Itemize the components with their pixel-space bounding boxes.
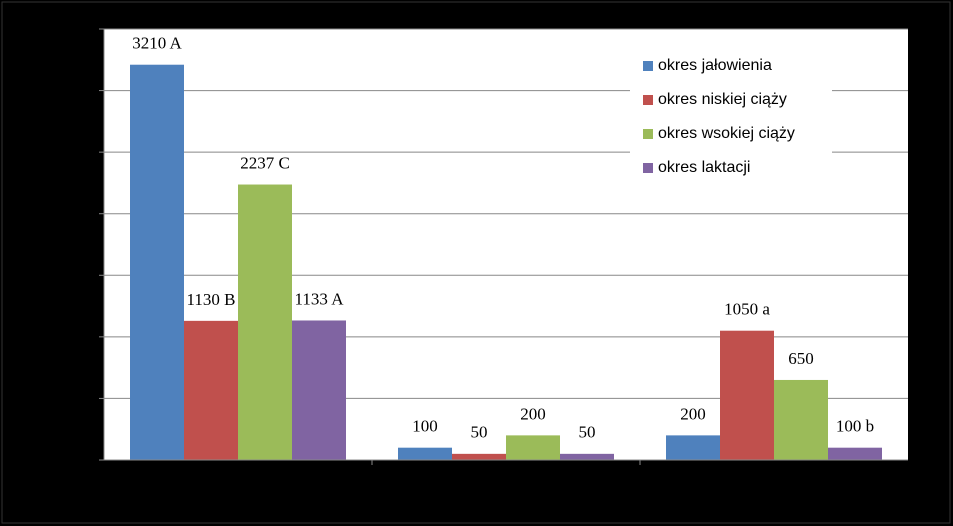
bar (720, 330, 774, 460)
legend-label: okres wsokiej ciąży (658, 125, 795, 142)
value-label: 650 (788, 349, 814, 368)
value-label: 1130 B (187, 290, 236, 309)
legend-label: okres laktacji (658, 159, 750, 176)
bar (560, 453, 614, 460)
legend-label: okres niskiej ciąży (658, 91, 787, 108)
value-label: 3210 A (132, 34, 182, 53)
value-label: 1050 a (724, 300, 770, 319)
legend-label: okres jałowienia (658, 57, 772, 74)
value-label: 200 (680, 404, 706, 423)
value-label: 1133 A (295, 289, 345, 308)
bar (506, 435, 560, 460)
bar (184, 320, 238, 460)
legend-box (630, 45, 832, 180)
legend-swatch (643, 163, 653, 173)
bar (238, 184, 292, 461)
bar (666, 435, 720, 460)
legend-swatch (643, 95, 653, 105)
bar (292, 320, 346, 460)
value-label: 50 (579, 423, 596, 442)
bar (130, 64, 184, 460)
value-label: 100 (412, 417, 438, 436)
bar (828, 447, 882, 460)
value-label: 50 (471, 423, 488, 442)
bar (774, 379, 828, 460)
legend-swatch (643, 129, 653, 139)
value-label: 200 (520, 404, 546, 423)
legend-swatch (643, 61, 653, 71)
bar (452, 453, 506, 460)
value-label: 100 b (836, 417, 874, 436)
bar (398, 447, 452, 460)
value-label: 2237 C (240, 153, 290, 172)
